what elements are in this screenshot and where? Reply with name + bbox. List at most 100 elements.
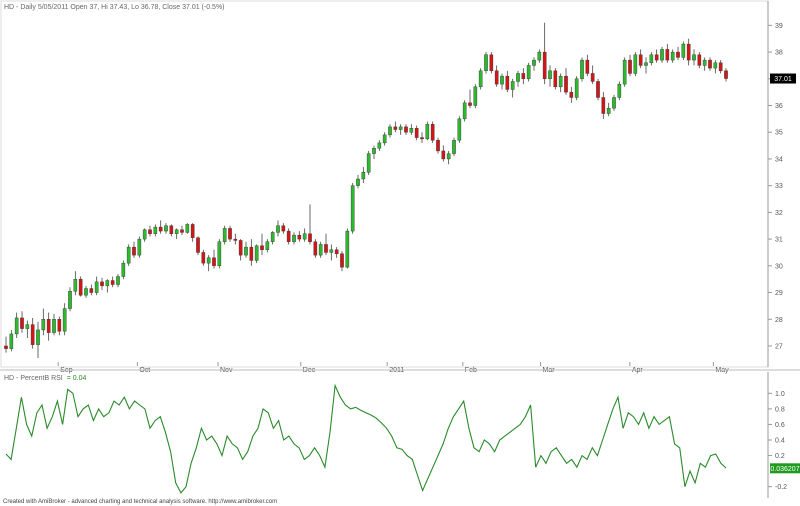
- candle-up: [660, 49, 664, 61]
- candle-up: [548, 70, 552, 79]
- last-price-tag-text: 37.01: [774, 76, 792, 83]
- indicator-title-value: = 0.04: [67, 375, 87, 382]
- candle-up: [457, 118, 462, 141]
- price-y-tick-label: 31: [775, 237, 783, 244]
- candle-down: [521, 73, 526, 79]
- rsi-line-group: [5, 383, 727, 494]
- indicator-y-tick-label: -0.2: [775, 484, 787, 491]
- candle-down: [180, 229, 184, 233]
- percentb-rsi-series-line: [5, 383, 727, 494]
- last-rsi-tag-text: 0.036207: [770, 466, 799, 473]
- candle-up: [276, 225, 280, 233]
- candle-up: [329, 249, 334, 253]
- candle-down: [334, 249, 339, 254]
- candle-up: [644, 62, 648, 66]
- candle-down: [638, 54, 643, 66]
- candle-down: [430, 124, 435, 141]
- candle-down: [228, 228, 232, 240]
- candle-down: [212, 257, 216, 267]
- candle-down: [420, 137, 424, 140]
- candle-up: [25, 324, 30, 329]
- candle-up: [164, 225, 168, 232]
- candle-down: [196, 237, 200, 253]
- candle-down: [654, 54, 659, 61]
- candle-down: [190, 224, 195, 238]
- candle-up: [62, 308, 67, 332]
- candle-down: [4, 345, 8, 349]
- candle-down: [20, 317, 24, 329]
- candle-up: [425, 124, 430, 140]
- candle-down: [708, 59, 712, 69]
- price-title: HD - Daily 5/05/2011 Open 37, Hi 37.43, …: [4, 4, 225, 11]
- candle-up: [41, 319, 46, 331]
- candle-down: [553, 70, 558, 88]
- candle-up: [52, 319, 56, 333]
- candle-down: [46, 319, 51, 333]
- candle-down: [542, 51, 547, 79]
- candle-up: [94, 281, 99, 293]
- candle-up: [713, 62, 718, 69]
- last-rsi-tag-background: [770, 463, 800, 474]
- candle-up: [681, 43, 686, 58]
- candle-up: [292, 234, 296, 242]
- price-y-tick-label: 33: [775, 183, 783, 190]
- candle-up: [532, 59, 536, 66]
- candle-up: [372, 148, 376, 154]
- candle-down: [78, 278, 83, 296]
- indicator-y-tick-label: 0.8: [775, 406, 785, 413]
- candle-down: [324, 244, 328, 253]
- candle-up: [84, 288, 88, 296]
- last-price-tag-background: [770, 73, 796, 84]
- candle-down: [601, 97, 606, 114]
- candle-down: [233, 238, 238, 241]
- footer-credit: Created with AmiBroker - advanced charti…: [3, 499, 277, 505]
- candle-down: [436, 140, 440, 152]
- candle-down: [158, 226, 163, 232]
- candle-up: [670, 51, 675, 61]
- candle-up: [345, 230, 350, 268]
- candle-down: [564, 75, 568, 93]
- price-y-tick-label: 29: [775, 290, 783, 297]
- candle-up: [633, 54, 638, 74]
- candle-down: [590, 73, 595, 82]
- candle-down: [148, 229, 152, 234]
- indicator-title-prefix: HD - PercentB RSI: [4, 375, 63, 382]
- candle-down: [697, 54, 702, 66]
- candle-up: [73, 278, 78, 292]
- candle-up: [382, 134, 387, 144]
- candle-down: [665, 49, 670, 61]
- price-y-tick-label: 30: [775, 263, 783, 270]
- candle-up: [116, 276, 120, 285]
- candle-down: [414, 128, 419, 138]
- candle-down: [724, 70, 728, 79]
- price-y-tick-label: 28: [775, 317, 783, 324]
- price-y-tick-label: 32: [775, 210, 783, 217]
- candle-up: [254, 245, 259, 261]
- price-y-ticks: 27282930313233343536373839: [768, 23, 783, 350]
- candle-down: [281, 225, 286, 232]
- candle-down: [686, 43, 691, 61]
- candle-down: [238, 240, 243, 256]
- indicator-y-tick-label: 1.0: [775, 391, 785, 398]
- candle-up: [580, 59, 584, 79]
- candle-up: [409, 128, 414, 133]
- candle-up: [398, 126, 403, 130]
- candle-up: [692, 54, 696, 61]
- candle-down: [169, 225, 174, 234]
- candle-down: [505, 75, 510, 90]
- candle-down: [441, 150, 446, 160]
- candle-up: [137, 238, 142, 256]
- candle-up: [612, 97, 616, 109]
- candle-up: [318, 244, 323, 256]
- indicator-title: HD - PercentB RSI = 0.04: [4, 375, 87, 382]
- candle-up: [174, 229, 179, 234]
- candle-down: [89, 288, 94, 293]
- candle-down: [585, 59, 590, 74]
- indicator-y-tick-label: 0.4: [775, 438, 785, 445]
- candle-down: [100, 281, 104, 287]
- candle-up: [36, 329, 40, 345]
- price-y-tick-label: 34: [775, 156, 783, 163]
- candle-up: [446, 153, 451, 160]
- candle-up: [366, 153, 371, 173]
